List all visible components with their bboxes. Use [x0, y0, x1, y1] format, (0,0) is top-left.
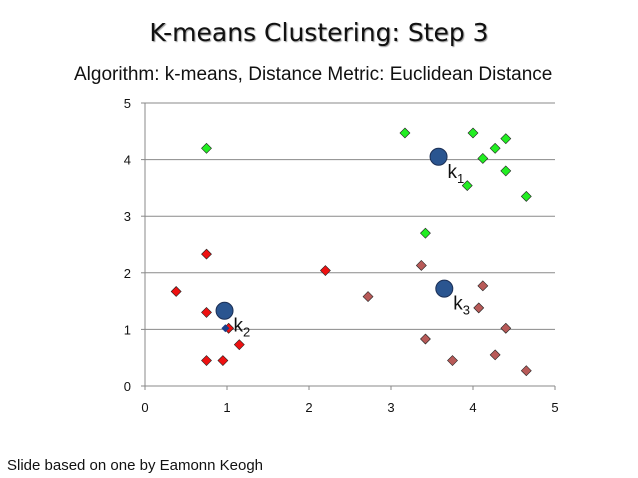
- data-point-series-2: [201, 355, 212, 366]
- x-tick-label: 3: [387, 400, 394, 415]
- data-point-series-1: [399, 127, 411, 139]
- data-point-series-1: [489, 142, 501, 154]
- y-tick-label: 1: [124, 322, 131, 337]
- data-point-series-2: [217, 355, 229, 366]
- data-point-series-3: [477, 280, 489, 292]
- data-point-series-3: [415, 260, 427, 271]
- y-tick-label: 0: [124, 379, 131, 394]
- data-point-series-1: [201, 142, 212, 154]
- data-point-series-2: [319, 265, 331, 276]
- data-point-series-2: [201, 306, 212, 318]
- axes: [141, 102, 556, 390]
- y-tick-label: 5: [124, 96, 131, 111]
- centroid-label-k2: k2: [234, 316, 251, 340]
- slide-footer: Slide based on one by Eamonn Keogh: [7, 457, 264, 474]
- x-tick-label: 2: [305, 400, 312, 415]
- x-tick-label: 1: [223, 400, 230, 415]
- centroid-label-k3: k3: [453, 294, 470, 318]
- grid-lines: [145, 102, 555, 330]
- tick-labels: 0 1 2 3 4 5 0 1 2 3 4 5: [124, 96, 559, 415]
- x-tick-label: 5: [551, 400, 558, 415]
- data-point-series-1: [477, 153, 489, 164]
- data-points: [170, 127, 532, 377]
- scatter-chart: 0 1 2 3 4 5 0 1 2 3 4 5 k1 k2 k3: [124, 96, 559, 415]
- data-point-marker: [221, 324, 230, 333]
- centroid-k1: [429, 147, 448, 166]
- data-point-series-3: [500, 322, 512, 334]
- data-point-series-3: [473, 302, 485, 314]
- centroid-k2: [215, 301, 234, 320]
- x-tick-label: 4: [469, 400, 476, 415]
- data-point-series-2: [201, 248, 212, 260]
- slide-subtitle: Algorithm: k-means, Distance Metric: Euc…: [74, 64, 553, 85]
- data-point-series-3: [420, 333, 431, 345]
- slide-title: K-means Clustering: Step 3: [149, 18, 489, 47]
- data-point-series-1: [467, 127, 479, 139]
- data-point-series-3: [362, 291, 374, 302]
- y-tick-label: 4: [124, 153, 131, 168]
- data-point-series-2: [233, 339, 245, 351]
- y-tick-label: 3: [124, 209, 131, 224]
- data-point-series-3: [520, 365, 532, 377]
- centroid-label-k1: k1: [448, 162, 465, 186]
- centroids: k1 k2 k3: [215, 147, 470, 340]
- data-point-series-2: [170, 286, 182, 297]
- y-tick-label: 2: [124, 266, 131, 281]
- data-point-series-1: [520, 190, 532, 202]
- data-point-series-1: [500, 133, 512, 145]
- data-point-series-3: [447, 355, 458, 366]
- data-point-series-1: [500, 165, 512, 177]
- x-tick-label: 0: [141, 400, 148, 415]
- centroid-k3: [435, 279, 454, 298]
- data-point-series-1: [420, 227, 431, 239]
- data-point-series-3: [489, 349, 501, 361]
- data-point-series-1: [461, 180, 473, 192]
